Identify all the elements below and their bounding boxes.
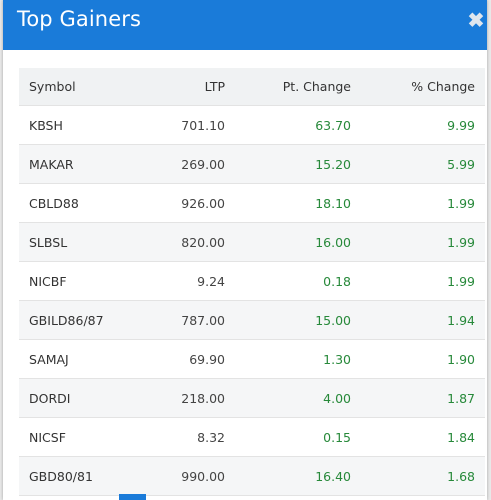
modal-header: Top Gainers ✖ bbox=[3, 0, 487, 50]
ltp-cell: 787.00 bbox=[137, 300, 235, 340]
pct-change-cell: 5.99 bbox=[361, 144, 485, 184]
pt-change-cell: 0.18 bbox=[235, 261, 361, 301]
pt-change-cell: 15.20 bbox=[235, 144, 361, 184]
pct-change-cell: 9.99 bbox=[361, 105, 485, 145]
column-header-pct-change[interactable]: % Change bbox=[361, 68, 485, 106]
modal-title: Top Gainers bbox=[17, 7, 141, 31]
column-header-pt-change[interactable]: Pt. Change bbox=[235, 68, 361, 106]
pt-change-cell: 16.00 bbox=[235, 222, 361, 262]
pct-change-cell: 1.68 bbox=[361, 456, 485, 496]
symbol-cell: SLBSL bbox=[19, 222, 137, 262]
symbol-cell: NICBF bbox=[19, 261, 137, 301]
table-row[interactable]: GBILD86/87 787.00 15.00 1.94 bbox=[19, 300, 485, 340]
pct-change-cell: 1.84 bbox=[361, 417, 485, 457]
pt-change-cell: 18.10 bbox=[235, 183, 361, 223]
table-row[interactable]: GBD80/81 990.00 16.40 1.68 bbox=[19, 456, 485, 496]
table-row[interactable]: KBSH 701.10 63.70 9.99 bbox=[19, 105, 485, 145]
table-header: Symbol LTP Pt. Change % Change bbox=[19, 68, 485, 106]
ltp-cell: 69.90 bbox=[137, 339, 235, 379]
symbol-cell: CBLD88 bbox=[19, 183, 137, 223]
ltp-cell: 926.00 bbox=[137, 183, 235, 223]
gainers-table-container: Symbol LTP Pt. Change % Change KBSH 701.1… bbox=[19, 68, 485, 496]
table-row[interactable]: SAMAJ 69.90 1.30 1.90 bbox=[19, 339, 485, 379]
pct-change-cell: 1.99 bbox=[361, 222, 485, 262]
ltp-cell: 701.10 bbox=[137, 105, 235, 145]
pct-change-cell: 1.99 bbox=[361, 261, 485, 301]
ltp-cell: 8.32 bbox=[137, 417, 235, 457]
table-body: KBSH 701.10 63.70 9.99 MAKAR 269.00 15.20 5.99 C… bbox=[19, 105, 485, 496]
scroll-indicator bbox=[119, 494, 146, 500]
pt-change-cell: 15.00 bbox=[235, 300, 361, 340]
table-row[interactable]: SLBSL 820.00 16.00 1.99 bbox=[19, 222, 485, 262]
symbol-cell: MAKAR bbox=[19, 144, 137, 184]
ltp-cell: 990.00 bbox=[137, 456, 235, 496]
table-row[interactable]: NICSF 8.32 0.15 1.84 bbox=[19, 417, 485, 457]
symbol-cell: GBD80/81 bbox=[19, 456, 137, 496]
ltp-cell: 9.24 bbox=[137, 261, 235, 301]
table-row[interactable]: DORDI 218.00 4.00 1.87 bbox=[19, 378, 485, 418]
table-row[interactable]: MAKAR 269.00 15.20 5.99 bbox=[19, 144, 485, 184]
symbol-cell: SAMAJ bbox=[19, 339, 137, 379]
pct-change-cell: 1.90 bbox=[361, 339, 485, 379]
pt-change-cell: 1.30 bbox=[235, 339, 361, 379]
pt-change-cell: 63.70 bbox=[235, 105, 361, 145]
close-icon[interactable]: ✖ bbox=[467, 10, 485, 32]
header-row: Symbol LTP Pt. Change % Change bbox=[19, 68, 485, 106]
gainers-table: Symbol LTP Pt. Change % Change KBSH 701.1… bbox=[19, 68, 485, 496]
table-row[interactable]: CBLD88 926.00 18.10 1.99 bbox=[19, 183, 485, 223]
pt-change-cell: 0.15 bbox=[235, 417, 361, 457]
column-header-symbol[interactable]: Symbol bbox=[19, 68, 137, 106]
table-row[interactable]: NICBF 9.24 0.18 1.99 bbox=[19, 261, 485, 301]
symbol-cell: GBILD86/87 bbox=[19, 300, 137, 340]
pt-change-cell: 4.00 bbox=[235, 378, 361, 418]
pt-change-cell: 16.40 bbox=[235, 456, 361, 496]
ltp-cell: 218.00 bbox=[137, 378, 235, 418]
symbol-cell: KBSH bbox=[19, 105, 137, 145]
symbol-cell: DORDI bbox=[19, 378, 137, 418]
pct-change-cell: 1.87 bbox=[361, 378, 485, 418]
symbol-cell: NICSF bbox=[19, 417, 137, 457]
column-header-ltp[interactable]: LTP bbox=[137, 68, 235, 106]
pct-change-cell: 1.94 bbox=[361, 300, 485, 340]
top-gainers-modal: Top Gainers ✖ Symbol LTP Pt. Change % Ch… bbox=[3, 0, 487, 500]
ltp-cell: 820.00 bbox=[137, 222, 235, 262]
pct-change-cell: 1.99 bbox=[361, 183, 485, 223]
ltp-cell: 269.00 bbox=[137, 144, 235, 184]
